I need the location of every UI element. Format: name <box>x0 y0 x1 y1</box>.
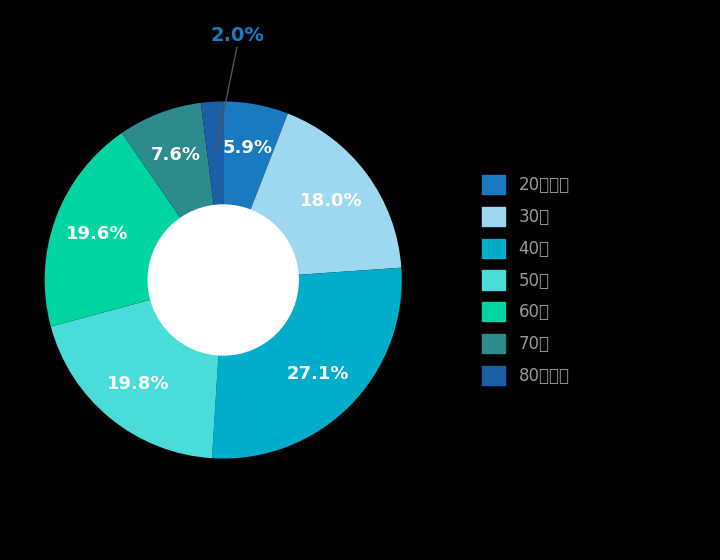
Wedge shape <box>122 103 214 218</box>
Wedge shape <box>251 114 401 275</box>
Text: 5.9%: 5.9% <box>223 139 273 157</box>
Text: 18.0%: 18.0% <box>300 192 362 209</box>
Wedge shape <box>223 101 288 210</box>
Circle shape <box>148 205 298 355</box>
Legend: 20代以下, 30代, 40代, 50代, 60代, 70代, 80代以上: 20代以下, 30代, 40代, 50代, 60代, 70代, 80代以上 <box>477 170 575 390</box>
Wedge shape <box>212 268 402 459</box>
Wedge shape <box>51 300 218 458</box>
Text: 19.6%: 19.6% <box>66 225 129 243</box>
Text: 27.1%: 27.1% <box>287 365 349 384</box>
Text: 19.8%: 19.8% <box>107 375 170 393</box>
Text: 2.0%: 2.0% <box>210 26 264 45</box>
Text: 7.6%: 7.6% <box>150 146 200 164</box>
Wedge shape <box>45 133 181 326</box>
Wedge shape <box>201 101 223 206</box>
